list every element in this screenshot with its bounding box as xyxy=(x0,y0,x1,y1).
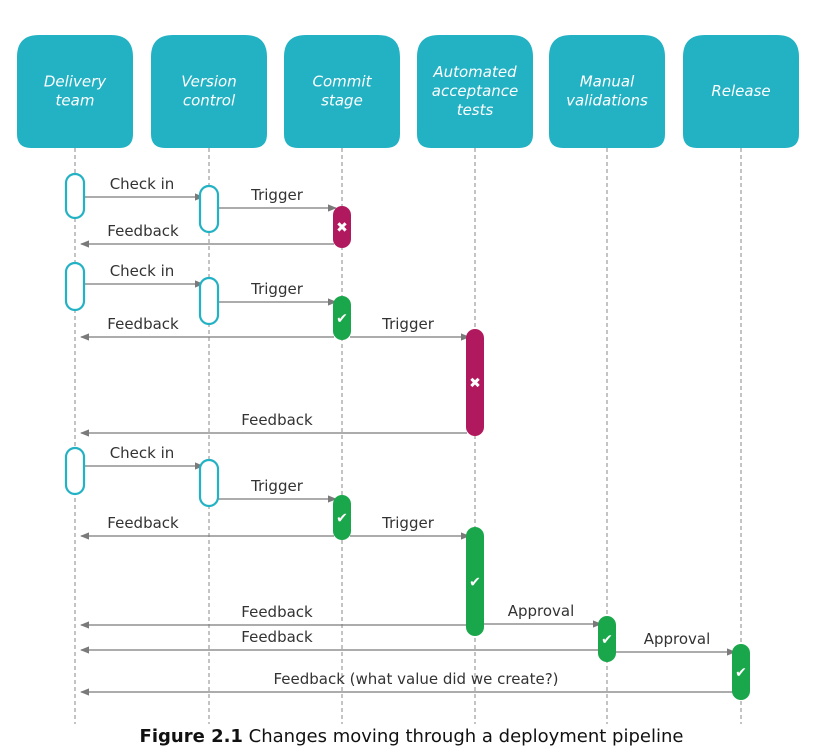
lane-header-label: Release xyxy=(711,82,770,100)
message-arrow-6: Trigger xyxy=(350,315,470,341)
activation-acceptance-fail: ✖ xyxy=(466,329,484,436)
lane-header-label: Version xyxy=(181,73,236,91)
message-label: Trigger xyxy=(250,477,304,495)
message-arrow-7: Feedback xyxy=(80,411,467,437)
lane-header-box xyxy=(151,35,267,148)
figure-caption-text: Changes moving through a deployment pipe… xyxy=(242,726,684,747)
message-arrow-3: Check in xyxy=(83,262,204,288)
message-arrow-14: Feedback xyxy=(80,628,599,654)
activation-bar xyxy=(333,206,351,248)
message-arrow-10: Feedback xyxy=(80,514,334,540)
message-label: Trigger xyxy=(381,315,435,333)
message-arrow-4: Trigger xyxy=(217,280,337,306)
lane-header-label: stage xyxy=(321,92,363,110)
message-arrow-0: Check in xyxy=(83,175,204,201)
lane-header-label: team xyxy=(56,92,95,110)
activation-bar xyxy=(466,329,484,436)
message-label: Check in xyxy=(110,444,175,462)
activation-bar xyxy=(64,172,86,220)
lane-header-label: acceptance xyxy=(432,82,519,100)
message-label: Check in xyxy=(110,175,175,193)
message-arrow-12: Feedback xyxy=(80,603,467,629)
check-icon: ✔ xyxy=(336,511,348,527)
lane-header-label: control xyxy=(183,92,236,110)
activation-bar xyxy=(198,184,220,234)
activation-commit-pass: ✔ xyxy=(333,296,351,340)
cross-icon: ✖ xyxy=(336,220,348,236)
message-label: Check in xyxy=(110,262,175,280)
activation-release-pass: ✔ xyxy=(732,644,750,700)
activation-bar xyxy=(466,527,484,636)
lane-header-box xyxy=(683,35,799,148)
message-label: Feedback xyxy=(107,315,179,333)
check-icon: ✔ xyxy=(336,311,348,327)
activation-commit-pass: ✔ xyxy=(333,495,351,540)
activation-bar xyxy=(333,296,351,340)
lane-header-box xyxy=(17,35,133,148)
message-label: Approval xyxy=(508,602,575,620)
lane-header-label: tests xyxy=(457,101,494,119)
figure-caption: Figure 2.1 Changes moving through a depl… xyxy=(0,726,823,756)
message-label: Feedback xyxy=(107,514,179,532)
lane-header-box xyxy=(284,35,400,148)
cross-icon: ✖ xyxy=(469,376,481,392)
activation-version-open xyxy=(198,458,220,508)
message-arrow-5: Feedback xyxy=(80,315,334,341)
activation-bar xyxy=(64,261,86,312)
activation-version-open xyxy=(198,276,220,326)
message-arrow-15: Approval xyxy=(615,630,736,656)
activation-bar xyxy=(198,276,220,326)
lane-header-label: validations xyxy=(566,92,648,110)
lane-header-label: Manual xyxy=(580,73,635,91)
lane-header-box xyxy=(417,35,533,148)
lane-header-box xyxy=(549,35,665,148)
activation-bar xyxy=(198,458,220,508)
message-arrow-11: Trigger xyxy=(350,514,470,540)
lane-header-label: Automated xyxy=(432,63,517,81)
check-icon: ✔ xyxy=(601,632,613,648)
activation-delivery-open xyxy=(64,261,86,312)
activation-commit-fail: ✖ xyxy=(333,206,351,248)
message-arrow-8: Check in xyxy=(83,444,204,470)
activation-bar xyxy=(64,446,86,496)
activation-version-open xyxy=(198,184,220,234)
figure-caption-number: Figure 2.1 xyxy=(139,726,243,747)
message-label: Feedback (what value did we create?) xyxy=(273,670,558,688)
message-label: Feedback xyxy=(107,222,179,240)
activation-bar xyxy=(598,616,616,662)
message-arrow-16: Feedback (what value did we create?) xyxy=(80,670,733,696)
message-arrow-2: Feedback xyxy=(80,222,334,248)
activation-bar xyxy=(732,644,750,700)
check-icon: ✔ xyxy=(735,665,747,681)
check-icon: ✔ xyxy=(469,575,481,591)
activation-acceptance-pass: ✔ xyxy=(466,527,484,636)
message-label: Trigger xyxy=(250,280,304,298)
message-label: Trigger xyxy=(250,186,304,204)
activation-delivery-open xyxy=(64,172,86,220)
activation-manual-pass: ✔ xyxy=(598,616,616,662)
message-arrow-9: Trigger xyxy=(217,477,337,503)
message-arrow-1: Trigger xyxy=(217,186,337,212)
lane-header-release: Release xyxy=(683,35,799,148)
message-label: Feedback xyxy=(241,603,313,621)
activation-delivery-open xyxy=(64,446,86,496)
message-label: Approval xyxy=(644,630,711,648)
deployment-pipeline-sequence-diagram: DeliveryteamVersioncontrolCommitstageAut… xyxy=(17,35,799,724)
message-label: Trigger xyxy=(381,514,435,532)
message-label: Feedback xyxy=(241,628,313,646)
lane-header-label: Delivery xyxy=(44,73,107,91)
message-arrow-13: Approval xyxy=(483,602,602,628)
lane-header-label: Commit xyxy=(313,73,373,91)
activation-bar xyxy=(333,495,351,540)
message-label: Feedback xyxy=(241,411,313,429)
